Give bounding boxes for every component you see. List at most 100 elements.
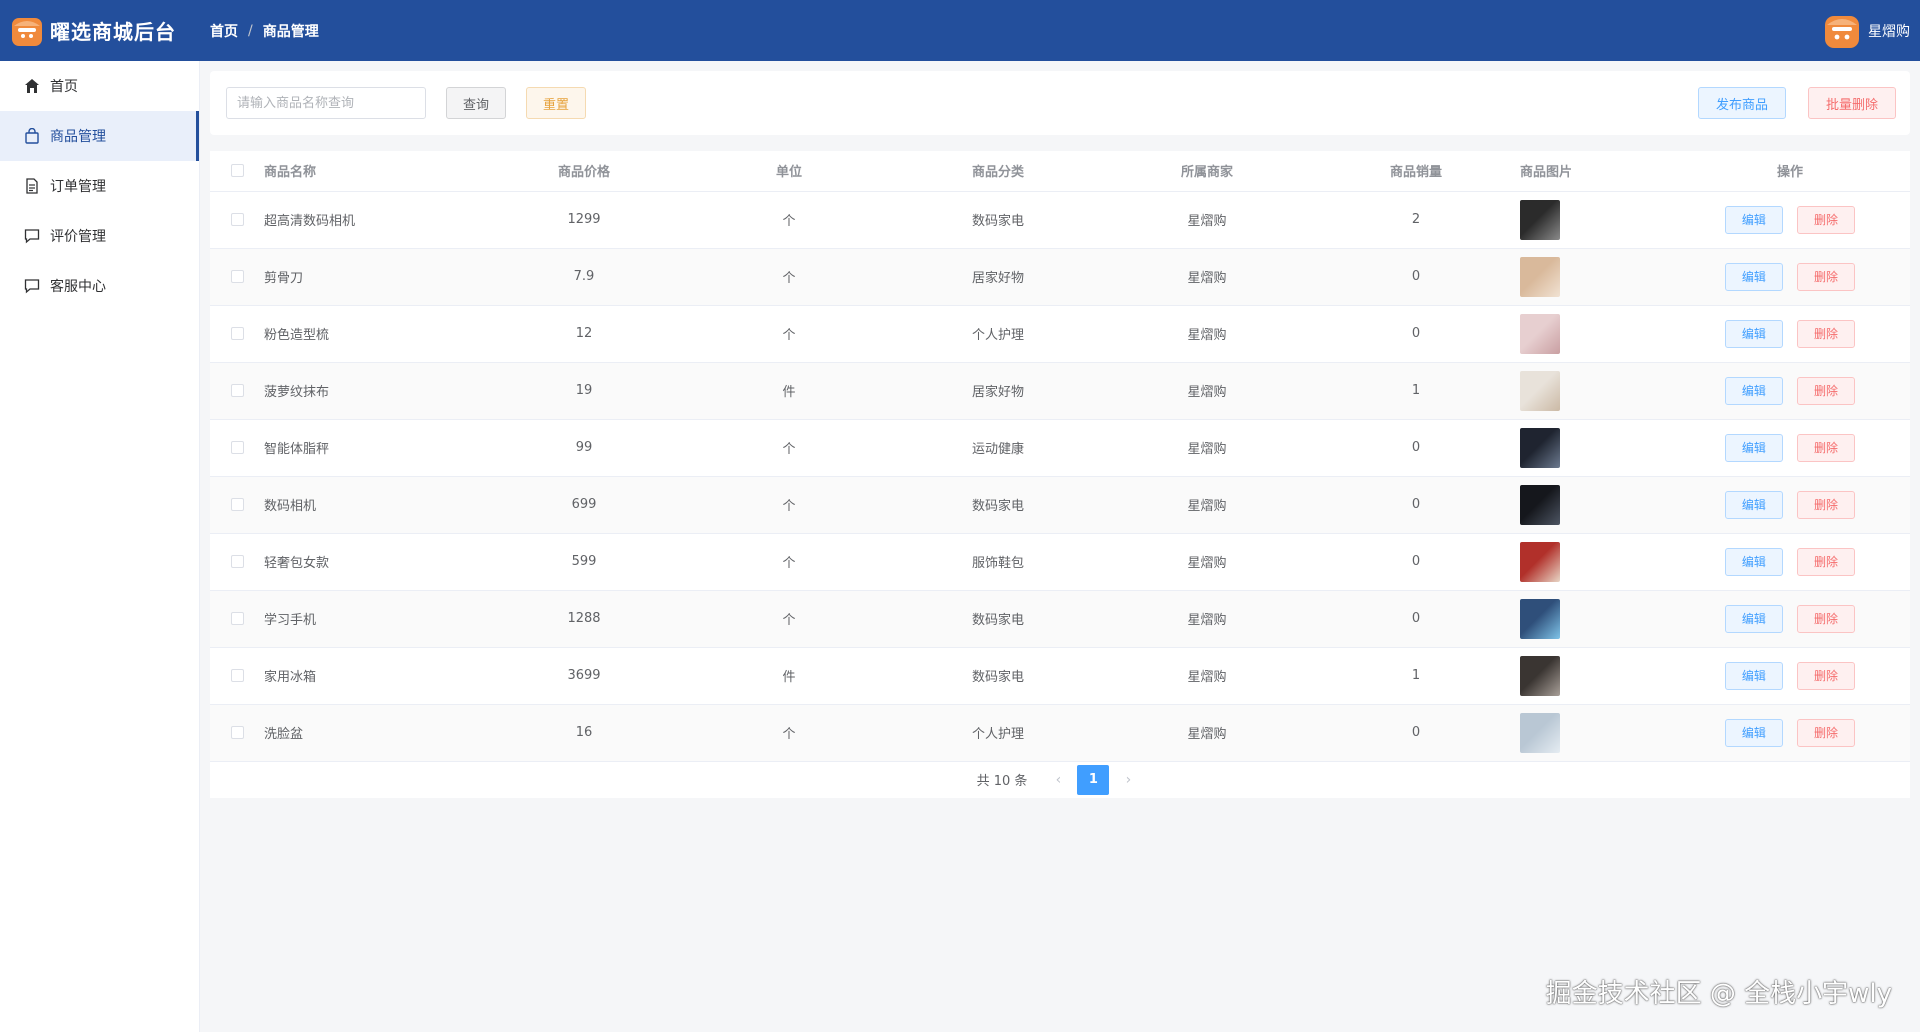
row-checkbox[interactable] [230,669,244,682]
product-merchant: 星熠购 [1102,305,1312,363]
row-checkbox[interactable] [230,213,244,226]
sidebar-item-home[interactable]: 首页 [0,61,199,111]
table-row: 洗脸盆 16 个 个人护理 星熠购 0 编辑 删除 [210,704,1910,762]
delete-button[interactable]: 删除 [1797,205,1856,234]
product-category: 数码家电 [894,191,1102,249]
delete-button[interactable]: 删除 [1797,319,1856,348]
delete-button[interactable]: 删除 [1797,547,1856,576]
comb-image[interactable] [1520,313,1560,354]
product-price: 699 [484,476,684,534]
row-select-cell [210,533,264,591]
sidebar-item-label: 评价管理 [50,229,106,245]
edit-button[interactable]: 编辑 [1724,376,1783,405]
digital-camera-image[interactable] [1520,484,1560,525]
table-row: 剪骨刀 7.9 个 居家好物 星熠购 0 编辑 删除 [210,248,1910,306]
row-checkbox[interactable] [230,327,244,340]
product-category: 个人护理 [894,305,1102,363]
delete-button[interactable]: 删除 [1797,718,1856,747]
delete-button[interactable]: 删除 [1797,604,1856,633]
edit-button[interactable]: 编辑 [1724,547,1783,576]
row-checkbox[interactable] [230,612,244,625]
query-button[interactable]: 查询 [446,87,506,119]
table-row: 学习手机 1288 个 数码家电 星熠购 0 编辑 删除 [210,590,1910,648]
edit-button[interactable]: 编辑 [1724,661,1783,690]
breadcrumb-home[interactable]: 首页 [210,23,238,40]
product-category: 居家好物 [894,248,1102,306]
select-all-cell [210,151,264,192]
product-image-cell [1520,248,1670,306]
delete-button[interactable]: 删除 [1797,661,1856,690]
product-image-cell [1520,533,1670,591]
product-image-cell [1520,590,1670,648]
product-image-cell [1520,305,1670,363]
row-checkbox[interactable] [230,498,244,511]
row-checkbox[interactable] [230,270,244,283]
table-row: 粉色造型梳 12 个 个人护理 星熠购 0 编辑 删除 [210,305,1910,363]
table-row: 轻奢包女款 599 个 服饰鞋包 星熠购 0 编辑 删除 [210,533,1910,591]
sidebar-item-label: 首页 [50,79,78,95]
product-unit: 个 [684,191,894,249]
user-menu[interactable]: 星熠购 [1822,0,1910,61]
column-header-merchant: 所属商家 [1102,151,1312,192]
page-number-current[interactable]: 1 [1077,764,1110,795]
edit-button[interactable]: 编辑 [1724,490,1783,519]
scissors-image[interactable] [1520,256,1560,297]
breadcrumb-current: 商品管理 [262,23,319,40]
publish-product-button[interactable]: 发布商品 [1698,87,1786,119]
select-all-checkbox[interactable] [230,164,244,178]
row-select-cell [210,476,264,534]
product-unit: 个 [684,476,894,534]
row-select-cell [210,305,264,363]
app-logo[interactable]: 曜选商城后台 [0,14,200,48]
product-category: 个人护理 [894,704,1102,762]
bag-image[interactable] [1520,541,1560,582]
edit-button[interactable]: 编辑 [1724,718,1783,747]
basin-image[interactable] [1520,712,1560,753]
product-category: 数码家电 [894,476,1102,534]
search-input[interactable] [226,87,426,119]
table-row: 智能体脂秤 99 个 运动健康 星熠购 0 编辑 删除 [210,419,1910,477]
edit-button[interactable]: 编辑 [1724,205,1783,234]
column-header-image: 商品图片 [1520,151,1670,192]
edit-button[interactable]: 编辑 [1724,433,1783,462]
column-header-category: 商品分类 [894,151,1102,192]
product-merchant: 星熠购 [1102,419,1312,477]
prev-page-icon[interactable]: ‹ [1055,771,1062,788]
sidebar-item-customer-service[interactable]: 客服中心 [0,261,199,311]
fridge-image[interactable] [1520,655,1560,696]
reset-button[interactable]: 重置 [526,87,586,119]
top-header: 曜选商城后台 首页 / 商品管理 星熠购 [0,0,1920,61]
row-checkbox[interactable] [230,384,244,397]
batch-delete-button[interactable]: 批量删除 [1808,87,1896,119]
edit-button[interactable]: 编辑 [1724,604,1783,633]
row-actions: 编辑 删除 [1670,476,1910,534]
product-name: 学习手机 [264,590,484,648]
row-actions: 编辑 删除 [1670,704,1910,762]
camera-image[interactable] [1520,199,1560,240]
product-unit: 件 [684,647,894,705]
row-checkbox[interactable] [230,441,244,454]
scale-image[interactable] [1520,427,1560,468]
product-merchant: 星熠购 [1102,248,1312,306]
product-image-cell [1520,476,1670,534]
edit-button[interactable]: 编辑 [1724,262,1783,291]
row-checkbox[interactable] [230,726,244,739]
sidebar-item-product-management[interactable]: 商品管理 [0,111,199,161]
product-category: 居家好物 [894,362,1102,420]
sidebar-item-review-management[interactable]: 评价管理 [0,211,199,261]
delete-button[interactable]: 删除 [1797,262,1856,291]
delete-button[interactable]: 删除 [1797,490,1856,519]
edit-button[interactable]: 编辑 [1724,319,1783,348]
sidebar-item-order-management[interactable]: 订单管理 [0,161,199,211]
product-merchant: 星熠购 [1102,647,1312,705]
delete-button[interactable]: 删除 [1797,376,1856,405]
product-sales: 0 [1312,590,1520,648]
next-page-icon[interactable]: › [1125,771,1132,788]
product-sales: 0 [1312,419,1520,477]
product-name: 超高清数码相机 [264,191,484,249]
phone-image[interactable] [1520,598,1560,639]
column-header-actions: 操作 [1670,151,1910,192]
cloth-image[interactable] [1520,370,1560,411]
delete-button[interactable]: 删除 [1797,433,1856,462]
row-checkbox[interactable] [230,555,244,568]
